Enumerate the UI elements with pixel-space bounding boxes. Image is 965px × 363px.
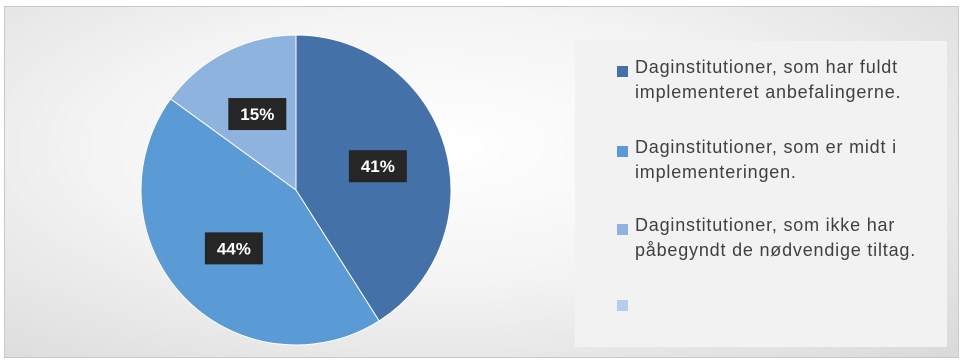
legend-label-in-progress: Daginstitutioner, som er midt i implemen… [635,137,897,182]
legend-label-not-started: Daginstitutioner, som ikke har påbegyndt… [635,215,916,260]
pie-chart: 41% 44% 15% [140,34,452,346]
legend-label-implemented: Daginstitutioner, som har fuldt implemen… [635,57,902,102]
chart-area: 41% 44% 15% Daginstitutioner, som har fuld… [4,6,959,358]
svg-text:44%: 44% [217,239,251,258]
legend-swatch-empty [617,300,628,311]
data-label-in-progress: 44% [204,232,263,265]
data-label-not-started: 15% [228,98,287,131]
legend-swatch-in-progress [617,146,628,157]
svg-text:15%: 15% [240,105,274,124]
legend: Daginstitutioner, som har fuldt implemen… [575,41,947,347]
legend-swatch-not-started [617,224,628,235]
pie-slice-in-progress [140,98,380,346]
data-label-implemented: 41% [348,150,407,183]
legend-swatch-implemented [617,66,628,77]
svg-text:41%: 41% [361,157,395,176]
